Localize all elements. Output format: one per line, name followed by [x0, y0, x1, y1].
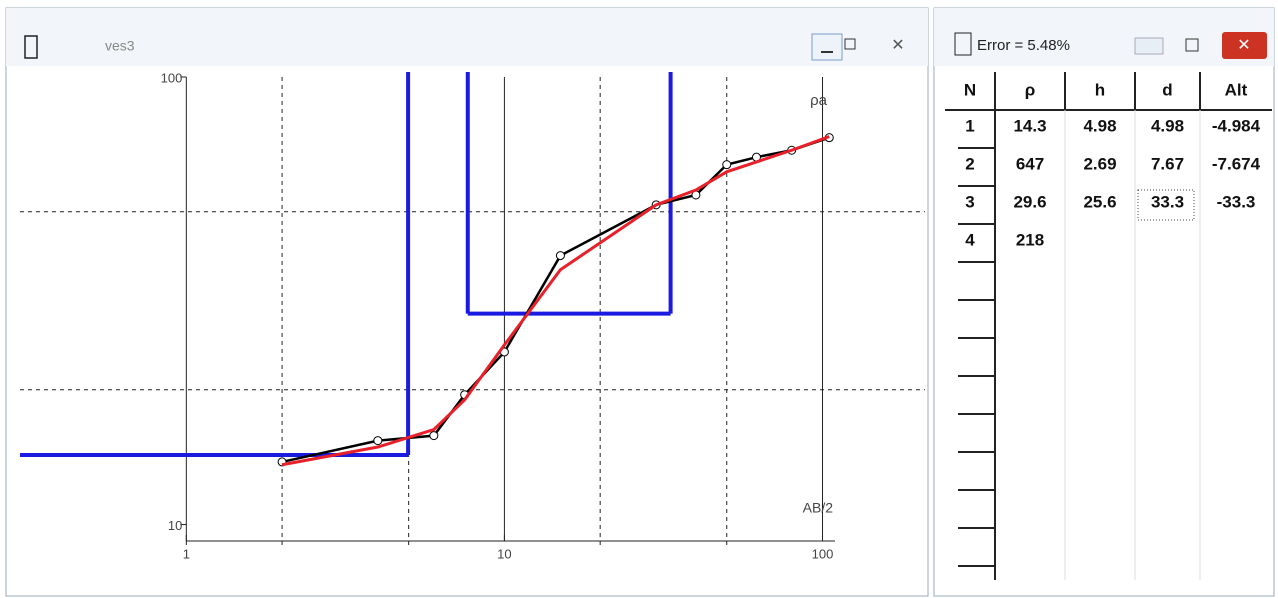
- row-number: 4: [965, 230, 975, 249]
- column-header: N: [964, 80, 976, 99]
- cell-focus: [1137, 189, 1195, 221]
- x-tick-label: 100: [812, 546, 834, 561]
- table-cell: 7.67: [1151, 154, 1184, 173]
- column-header: h: [1095, 80, 1105, 99]
- restore-button[interactable]: [844, 38, 856, 50]
- panel-minimize[interactable]: [1134, 37, 1164, 55]
- observed-point: [555, 251, 565, 261]
- table-window: [933, 7, 1275, 597]
- observed-point: [373, 436, 383, 446]
- observed-point: [722, 160, 732, 170]
- panel-restore[interactable]: [1185, 38, 1199, 52]
- panel-title: Error = 5.48%: [977, 37, 1070, 54]
- observed-point: [429, 431, 439, 441]
- model: [20, 72, 673, 458]
- observed-curve: [281, 136, 830, 464]
- row-number: 1: [965, 116, 974, 135]
- table-cell: 33.3: [1151, 192, 1184, 211]
- table-cell: 29.6: [1013, 192, 1046, 211]
- x-axis-label: AB/2: [803, 500, 834, 516]
- y-tick-label: 10: [168, 518, 182, 533]
- x-tick-label: 1: [183, 546, 190, 561]
- window-title: ves3: [105, 38, 135, 54]
- table-cell: 25.6: [1083, 192, 1116, 211]
- column-header: d: [1162, 80, 1172, 99]
- table-cell: 4.98: [1151, 116, 1184, 135]
- plot-area: [20, 72, 925, 548]
- panel-icon: [954, 32, 972, 56]
- row-number: 3: [965, 192, 974, 211]
- panel-close[interactable]: [1222, 32, 1267, 59]
- fit-curve: [281, 135, 830, 467]
- x-tick-label: 10: [497, 546, 511, 561]
- table-cell: -7.674: [1212, 154, 1261, 173]
- column-header: Alt: [1225, 80, 1248, 99]
- table-cell: 2.69: [1083, 154, 1116, 173]
- table-cell: 218: [1016, 230, 1044, 249]
- window-icon: [24, 35, 38, 59]
- table-cell: -33.3: [1217, 192, 1256, 211]
- y-tick-label: 100: [161, 70, 183, 85]
- minimize-button[interactable]: [811, 33, 843, 61]
- close-button[interactable]: ✕: [891, 37, 904, 54]
- row-number: 2: [965, 154, 974, 173]
- table-cell: 14.3: [1013, 116, 1046, 135]
- column-header: ρ: [1025, 80, 1036, 99]
- panel-title-bar: [934, 8, 1274, 66]
- title-bar: [6, 8, 928, 66]
- y-axis-label: ρa: [810, 92, 828, 109]
- table-cell: 4.98: [1083, 116, 1116, 135]
- table-cell: 647: [1016, 154, 1044, 173]
- table-cell: -4.984: [1212, 116, 1261, 135]
- panel-close-glyph: ✕: [1237, 37, 1250, 54]
